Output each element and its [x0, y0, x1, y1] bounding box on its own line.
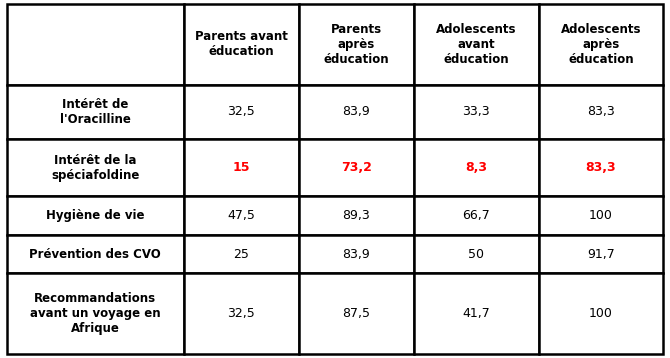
Bar — [539, 84, 663, 139]
Bar — [414, 139, 539, 196]
Bar — [299, 4, 414, 84]
Bar — [7, 235, 184, 274]
Bar — [539, 139, 663, 196]
Bar — [539, 196, 663, 235]
Text: 32,5: 32,5 — [228, 106, 255, 118]
Bar — [299, 235, 414, 274]
Text: 83,3: 83,3 — [586, 161, 616, 174]
Text: 91,7: 91,7 — [587, 248, 615, 261]
Text: 8,3: 8,3 — [465, 161, 487, 174]
Text: 41,7: 41,7 — [462, 308, 490, 320]
Text: Prévention des CVO: Prévention des CVO — [29, 248, 161, 261]
Text: 73,2: 73,2 — [341, 161, 372, 174]
Text: Hygiène de vie: Hygiène de vie — [46, 209, 145, 222]
Text: 33,3: 33,3 — [462, 106, 490, 118]
Bar — [539, 4, 663, 84]
Bar — [299, 274, 414, 354]
Bar — [184, 139, 299, 196]
Bar — [184, 196, 299, 235]
Text: 66,7: 66,7 — [462, 209, 490, 222]
Bar — [414, 235, 539, 274]
Text: Recommandations
avant un voyage en
Afrique: Recommandations avant un voyage en Afriq… — [30, 292, 161, 335]
Bar — [414, 84, 539, 139]
Bar — [539, 274, 663, 354]
Text: 100: 100 — [589, 209, 613, 222]
Bar — [184, 4, 299, 84]
Text: 25: 25 — [234, 248, 249, 261]
Text: 83,9: 83,9 — [342, 106, 371, 118]
Text: Parents
après
éducation: Parents après éducation — [324, 23, 389, 66]
Bar — [184, 84, 299, 139]
Text: 83,9: 83,9 — [342, 248, 371, 261]
Text: Intérêt de la
spéciafoldine: Intérêt de la spéciafoldine — [51, 154, 139, 182]
Bar — [299, 139, 414, 196]
Text: 15: 15 — [232, 161, 250, 174]
Bar — [7, 196, 184, 235]
Bar — [184, 235, 299, 274]
Text: Adolescents
après
éducation: Adolescents après éducation — [561, 23, 641, 66]
Bar — [184, 274, 299, 354]
Bar — [7, 139, 184, 196]
Text: Intérêt de
l'Oracilline: Intérêt de l'Oracilline — [60, 98, 131, 126]
Bar — [7, 274, 184, 354]
Text: 32,5: 32,5 — [228, 308, 255, 320]
Text: Adolescents
avant
éducation: Adolescents avant éducation — [436, 23, 517, 66]
Text: Parents avant
éducation: Parents avant éducation — [195, 30, 288, 58]
Bar — [414, 4, 539, 84]
Bar — [299, 84, 414, 139]
Bar — [7, 4, 184, 84]
Bar — [414, 196, 539, 235]
Bar — [414, 274, 539, 354]
Text: 50: 50 — [468, 248, 484, 261]
Bar — [539, 235, 663, 274]
Text: 89,3: 89,3 — [342, 209, 371, 222]
Text: 100: 100 — [589, 308, 613, 320]
Bar — [299, 196, 414, 235]
Bar — [7, 84, 184, 139]
Text: 83,3: 83,3 — [587, 106, 615, 118]
Text: 47,5: 47,5 — [228, 209, 255, 222]
Text: 87,5: 87,5 — [342, 308, 371, 320]
